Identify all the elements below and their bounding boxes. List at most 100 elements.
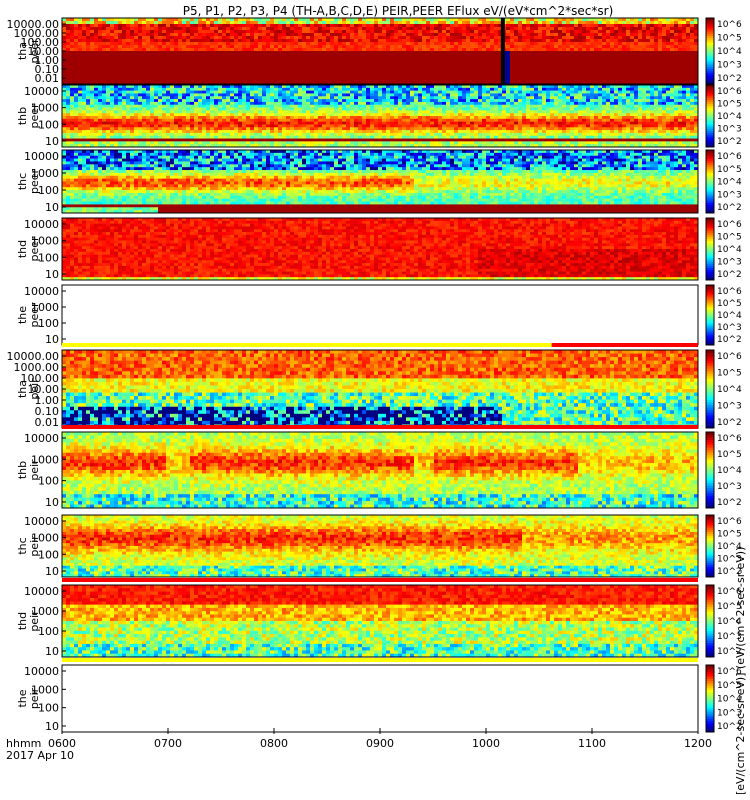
heatmap-cell <box>254 51 258 54</box>
heatmap-cell <box>214 39 218 42</box>
heatmap-cell <box>150 27 154 30</box>
heatmap-cell <box>286 63 290 66</box>
heatmap-cell <box>194 75 198 78</box>
heatmap-cell <box>146 21 150 24</box>
heatmap-cell <box>142 57 146 60</box>
heatmap-cell <box>202 39 206 42</box>
heatmap-cell <box>158 60 162 63</box>
heatmap-cell <box>210 36 214 39</box>
heatmap-cell <box>130 48 134 51</box>
heatmap-cell <box>290 78 294 81</box>
heatmap-cell <box>234 48 238 51</box>
heatmap-cell <box>94 75 98 78</box>
heatmap-cell <box>118 30 122 33</box>
heatmap-cell <box>222 45 226 48</box>
heatmap-cell <box>70 60 74 63</box>
heatmap-cell <box>266 78 270 81</box>
heatmap-cell <box>90 60 94 63</box>
heatmap-cell <box>170 60 174 63</box>
heatmap-cell <box>78 66 82 69</box>
heatmap-cell <box>294 45 298 48</box>
heatmap-cell <box>278 27 282 30</box>
heatmap-cell <box>210 69 214 72</box>
heatmap-cell <box>102 69 106 72</box>
heatmap-cell <box>246 75 250 78</box>
heatmap-cell <box>162 24 166 27</box>
heatmap-cell <box>158 51 162 54</box>
heatmap-cell <box>154 54 158 57</box>
heatmap-cell <box>214 36 218 39</box>
heatmap-cell <box>234 30 238 33</box>
heatmap-cell <box>190 78 194 81</box>
heatmap-cell <box>254 42 258 45</box>
heatmap-cell <box>102 45 106 48</box>
heatmap-cell <box>270 72 274 75</box>
heatmap-cell <box>166 45 170 48</box>
heatmap-cell <box>222 51 226 54</box>
heatmap-cell <box>110 24 114 27</box>
heatmap-cell <box>74 24 78 27</box>
heatmap-cell <box>286 72 290 75</box>
heatmap-cell <box>110 42 114 45</box>
heatmap-cell <box>86 69 90 72</box>
heatmap-cell <box>206 66 210 69</box>
heatmap-cell <box>78 48 82 51</box>
heatmap-cell <box>202 27 206 30</box>
heatmap-cell <box>126 36 130 39</box>
heatmap-cell <box>298 45 302 48</box>
heatmap-cell <box>222 57 226 60</box>
heatmap-cell <box>98 75 102 78</box>
heatmap-cell <box>178 75 182 78</box>
heatmap-cell <box>230 33 234 36</box>
heatmap-cell <box>302 57 306 60</box>
heatmap-cell <box>154 48 158 51</box>
heatmap-cell <box>134 78 138 81</box>
heatmap-cell <box>246 33 250 36</box>
heatmap-cell <box>78 60 82 63</box>
heatmap-cell <box>282 30 286 33</box>
heatmap-cell <box>78 30 82 33</box>
heatmap-cell <box>130 60 134 63</box>
heatmap-cell <box>206 60 210 63</box>
heatmap-cell <box>242 24 246 27</box>
heatmap-cell <box>194 63 198 66</box>
heatmap-cell <box>66 63 70 66</box>
heatmap-cell <box>226 36 230 39</box>
heatmap-cell <box>262 78 266 81</box>
heatmap-cell <box>102 30 106 33</box>
heatmap-cell <box>262 33 266 36</box>
heatmap-cell <box>278 36 282 39</box>
heatmap-cell <box>270 24 274 27</box>
heatmap-cell <box>198 33 202 36</box>
heatmap-cell <box>214 66 218 69</box>
heatmap-cell <box>82 42 86 45</box>
heatmap-cell <box>142 30 146 33</box>
heatmap-cell <box>286 27 290 30</box>
heatmap-cell <box>114 69 118 72</box>
heatmap-cell <box>182 51 186 54</box>
heatmap-cell <box>106 51 110 54</box>
heatmap-cell <box>62 36 66 39</box>
heatmap-cell <box>294 21 298 24</box>
heatmap-cell <box>226 63 230 66</box>
heatmap-cell <box>206 24 210 27</box>
heatmap-cell <box>218 69 222 72</box>
heatmap-cell <box>142 54 146 57</box>
heatmap-cell <box>286 78 290 81</box>
heatmap-cell <box>238 42 242 45</box>
heatmap-cell <box>90 69 94 72</box>
heatmap-cell <box>206 63 210 66</box>
heatmap-cell <box>134 30 138 33</box>
heatmap-cell <box>66 66 70 69</box>
heatmap-cell <box>154 24 158 27</box>
heatmap-cell <box>218 66 222 69</box>
heatmap-cell <box>158 57 162 60</box>
heatmap-cell <box>154 39 158 42</box>
heatmap-cell <box>66 75 70 78</box>
heatmap-cell <box>178 72 182 75</box>
heatmap-cell <box>110 51 114 54</box>
heatmap-cell <box>202 45 206 48</box>
heatmap-cell <box>270 45 274 48</box>
heatmap-cell <box>306 78 310 81</box>
heatmap-cell <box>278 66 282 69</box>
